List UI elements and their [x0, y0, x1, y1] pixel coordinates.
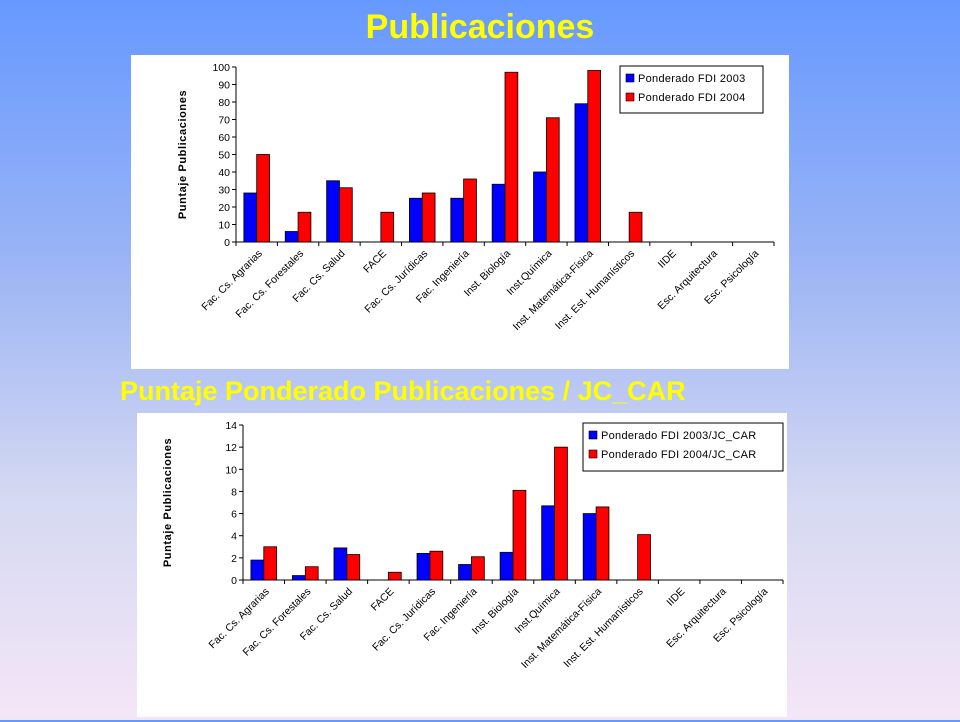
bar-1 [250, 559, 265, 581]
bar-1 [450, 197, 465, 243]
bar-2 [512, 489, 527, 581]
legend-box [582, 422, 784, 472]
bar-2 [504, 71, 519, 243]
y-tick-label: 12 [225, 442, 237, 454]
bar-1 [574, 103, 589, 243]
bar-1 [491, 183, 506, 243]
bar-2 [263, 546, 278, 581]
bar-2 [637, 534, 651, 581]
bar-1 [582, 513, 597, 581]
bar-1 [333, 547, 348, 581]
legend-swatch-2 [625, 92, 635, 102]
category-label: FACE [361, 248, 389, 276]
chart-title-ponderado: Puntaje Ponderado Publicaciones / JC_CAR [120, 376, 686, 406]
y-tick-label: 14 [225, 420, 237, 432]
y-tick-label: 6 [231, 509, 237, 521]
y-tick-label: 2 [231, 553, 237, 565]
y-tick-label: 60 [218, 132, 230, 144]
bar-2 [595, 506, 610, 581]
legend-swatch-2 [588, 449, 598, 459]
category-label: FACE [369, 586, 397, 614]
bar-1 [409, 197, 423, 243]
bar-2 [387, 571, 402, 581]
bar-1 [533, 171, 547, 243]
bar-1 [416, 553, 431, 581]
y-axis-label: Puntaje Publicaciones [162, 438, 174, 567]
bar-2 [471, 556, 485, 581]
bar-2 [304, 566, 319, 581]
bar-1 [458, 564, 472, 581]
legend-label-1: Ponderado FDI 2003/JC_CAR [601, 430, 756, 442]
category-label: IIDE [664, 586, 687, 609]
legend-swatch-1 [625, 73, 635, 83]
category-label: Inst. Est. Humanísticos [553, 248, 637, 332]
bar-2 [380, 211, 395, 243]
category-label: Inst. Matemática-Física [511, 248, 596, 333]
bar-2 [297, 211, 312, 243]
bar-2 [346, 554, 361, 581]
bar-1 [284, 231, 299, 243]
legend-label-2: Ponderado FDI 2004/JC_CAR [601, 449, 756, 461]
y-tick-label: 10 [218, 220, 230, 232]
bar-1 [499, 551, 514, 581]
bar-2 [256, 154, 270, 243]
y-tick-label: 40 [218, 167, 230, 179]
legend-label-1: Ponderado FDI 2003 [638, 73, 746, 85]
y-tick-label: 90 [218, 80, 230, 92]
y-tick-label: 0 [231, 575, 237, 587]
chart-panel-publicaciones: 0 10 20 30 40 50 60 70 80 90 100 Fac. Cs. Agrarias F… [131, 55, 789, 369]
bar-2 [463, 178, 477, 243]
y-tick-label: 20 [218, 202, 230, 214]
chart-title-publicaciones: Publicaciones [365, 8, 595, 46]
y-tick-label: 100 [212, 62, 230, 74]
bar-2 [421, 192, 436, 243]
category-label: Inst. Matemática-Física [519, 586, 604, 671]
y-tick-label: 50 [218, 150, 230, 162]
bar-1 [292, 575, 306, 581]
bar-1 [326, 180, 340, 243]
bar-1 [243, 192, 258, 243]
bar-2 [628, 211, 643, 243]
bar-2 [587, 70, 601, 243]
y-tick-label: 4 [231, 531, 237, 543]
legend-label-2: Ponderado FDI 2004 [638, 92, 746, 104]
y-tick-label: 10 [225, 464, 237, 476]
chart-panel-ponderado: 0 2 4 6 8 10 12 14 Fac. Cs. Agrarias Fac. Cs. For… [137, 413, 787, 717]
bar-1 [541, 505, 555, 581]
y-axis-label: Puntaje Publicaciones [177, 90, 189, 219]
y-tick-label: 70 [218, 115, 230, 127]
bar-2 [554, 446, 568, 581]
category-label: IIDE [656, 248, 679, 271]
bar-2 [429, 550, 444, 581]
y-tick-label: 80 [218, 97, 230, 109]
category-label: Inst. Est. Humanísticos [561, 586, 645, 670]
y-tick-label: 0 [224, 237, 230, 249]
bar-2 [545, 117, 560, 243]
y-tick-label: 30 [218, 185, 230, 197]
legend-swatch-1 [588, 430, 598, 440]
legend-box [619, 65, 764, 114]
bar-2 [339, 187, 353, 243]
y-tick-label: 8 [231, 486, 237, 498]
